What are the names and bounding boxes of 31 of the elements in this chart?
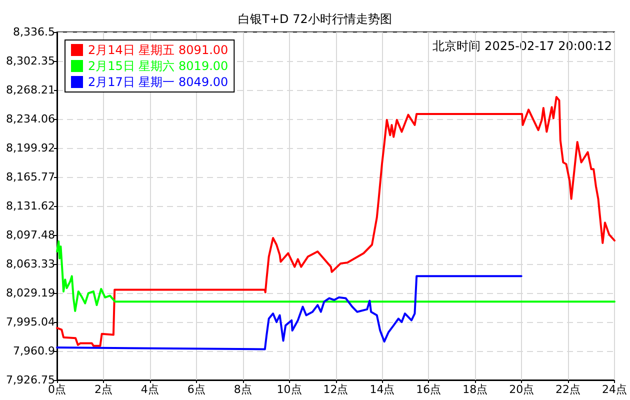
- x-tick-label: 8点: [234, 383, 252, 396]
- y-tick-label: 8,063.33: [6, 258, 55, 271]
- y-tick-label: 8,336.5: [13, 26, 55, 38]
- x-tick-label: 22点: [556, 383, 581, 396]
- y-tick-label: 8,199.92: [6, 141, 55, 154]
- chart-title: 白银T+D 72小时行情走势图: [238, 12, 392, 26]
- y-tick-label: 8,234.06: [6, 112, 55, 126]
- legend-label: 2月15日 星期六 8019.00: [88, 59, 228, 73]
- line-series: [56, 275, 522, 350]
- x-tick-label: 16点: [416, 383, 442, 396]
- legend-label: 2月14日 星期五 8091.00: [88, 43, 228, 57]
- y-tick-label: 7,960.9: [13, 344, 55, 358]
- x-tick-label: 24点: [602, 383, 627, 396]
- y-tick-label: 8,029.19: [6, 286, 55, 300]
- x-tick-label: 4点: [140, 383, 159, 396]
- x-tick-label: 10点: [276, 383, 302, 396]
- line-series: [56, 96, 616, 347]
- x-tick-label: 18点: [462, 383, 488, 396]
- x-tick-label: 2点: [94, 383, 112, 396]
- y-tick-label: 8,097.48: [6, 228, 55, 242]
- y-tick-label: 7,995.04: [6, 316, 55, 328]
- x-tick-label: 6点: [187, 383, 206, 396]
- x-tick-label: 12点: [323, 383, 348, 396]
- y-tick-label: 8,302.35: [6, 54, 55, 68]
- legend-label: 2月17日 星期一 8049.00: [88, 75, 228, 89]
- y-tick-label: 8,131.62: [6, 200, 55, 213]
- x-tick-label: 20点: [509, 383, 534, 396]
- y-tick-label: 8,268.21: [6, 84, 55, 96]
- y-tick-label: 8,165.77: [6, 170, 55, 184]
- line-series: [56, 240, 616, 312]
- x-tick-label: 14点: [370, 383, 395, 396]
